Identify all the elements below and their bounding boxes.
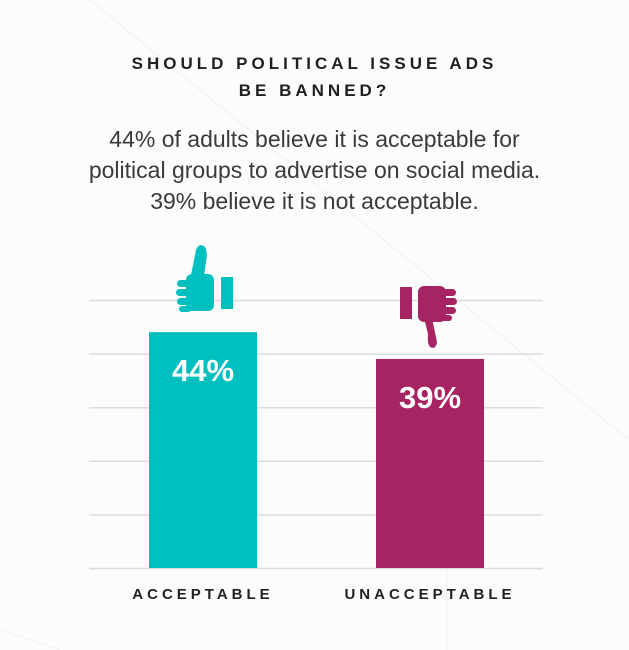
chart-subtitle-line: 44% of adults believe it is acceptable f…: [109, 126, 520, 152]
bar: [149, 332, 257, 568]
chart-title-line: BE BANNED?: [238, 81, 391, 100]
data-label: 44%: [172, 353, 234, 388]
bar: [376, 358, 484, 568]
chart-subtitle: 44% of adults believe it is acceptable f…: [0, 124, 629, 217]
thumbs-up-icon: [176, 245, 233, 312]
category-label: UNACCEPTABLE: [344, 586, 515, 603]
thumbs-down-icon: [400, 286, 457, 348]
chart-title-line: SHOULD POLITICAL ISSUE ADS: [131, 54, 498, 73]
chart-subtitle-line: 39% believe it is not acceptable.: [150, 188, 479, 214]
category-label: ACCEPTABLE: [132, 586, 273, 603]
data-label: 39%: [399, 380, 461, 415]
chart-title: SHOULD POLITICAL ISSUE ADS BE BANNED?: [0, 50, 629, 104]
chart-subtitle-line: political groups to advertise on social …: [88, 157, 541, 183]
